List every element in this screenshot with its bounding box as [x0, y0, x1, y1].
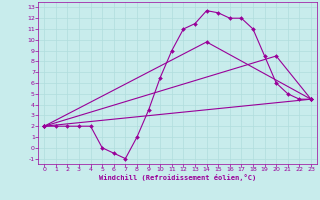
- X-axis label: Windchill (Refroidissement éolien,°C): Windchill (Refroidissement éolien,°C): [99, 174, 256, 181]
